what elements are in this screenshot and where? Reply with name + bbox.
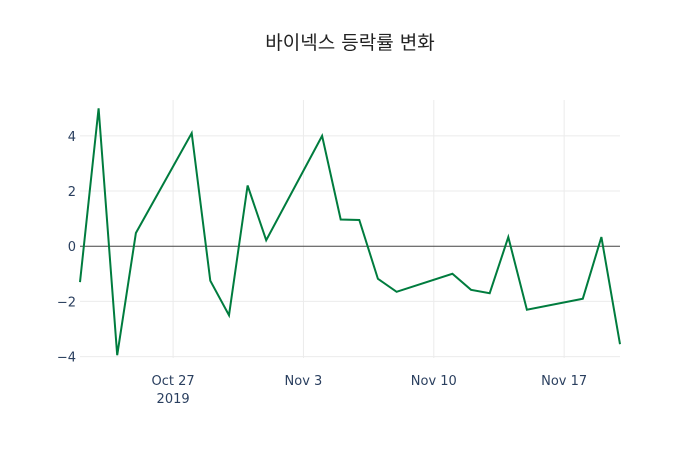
y-axis-ticks: 4 2 0 −2 −4	[57, 130, 76, 366]
chart-title: 바이넥스 등락률 변화	[265, 32, 435, 54]
y-tick-label: 0	[68, 240, 76, 255]
y-tick-label: −2	[57, 295, 76, 310]
y-tick-label: 4	[68, 130, 76, 145]
y-tick-label: −4	[57, 351, 76, 366]
x-tick-label: Oct 27	[152, 374, 195, 389]
x-axis-ticks: Oct 27 2019 Nov 3 Nov 10 Nov 17	[152, 374, 588, 407]
x-tick-year: 2019	[157, 392, 190, 407]
y-tick-label: 2	[68, 185, 76, 200]
gridlines	[80, 100, 620, 358]
x-tick-label: Nov 3	[285, 374, 323, 389]
series-line	[79, 108, 621, 356]
x-tick-label: Nov 17	[541, 374, 587, 389]
x-tick-label: Nov 10	[411, 374, 457, 389]
